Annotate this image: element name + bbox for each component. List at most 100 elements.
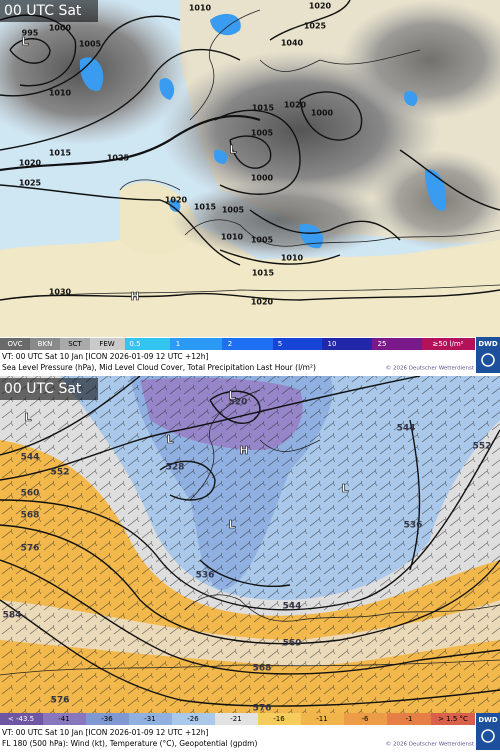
- isobar-label: 1005: [251, 129, 274, 138]
- coastlines-2-shape: [0, 659, 500, 676]
- legend-1-shape: [273, 338, 322, 350]
- height-contours-shape: [0, 376, 421, 481]
- isobar-label: 1010: [49, 89, 72, 98]
- high-marker: H: [239, 444, 248, 457]
- isobars-shape: [399, 149, 500, 211]
- isobar-label: 1000: [311, 109, 334, 118]
- copyright: © 2026 Deutscher Wetterdienst: [386, 365, 475, 372]
- legend-label: 5: [278, 340, 282, 348]
- isobar-label: 1025: [19, 179, 42, 188]
- upper-air-map: 544 552 560 568 576 584 576 528 520 536 …: [0, 376, 500, 714]
- time-label: 00 UTC Sat: [4, 381, 82, 397]
- isobars-shape: [299, 91, 363, 141]
- precipitation-shape: [299, 224, 324, 249]
- contour-label: 568: [21, 511, 40, 521]
- isobar-label: 1000: [49, 24, 72, 33]
- isobar-label: 1000: [251, 174, 274, 183]
- time-label-bg: [0, 0, 98, 22]
- isobars-shape: [0, 289, 500, 301]
- legend-label: 0.5: [129, 340, 140, 348]
- legend-label: 25: [378, 340, 387, 348]
- legend-2-shape: [258, 713, 301, 725]
- contour-label: 520: [229, 398, 248, 408]
- height-contours-shape: [199, 559, 291, 587]
- contour-label: 560: [283, 639, 302, 649]
- contour-label: 568: [253, 664, 272, 674]
- height-contours: [0, 376, 500, 707]
- legend-label: BKN: [38, 340, 53, 348]
- valid-time: VT: 00 UTC Sat 10 Jan [ICON 2026-01-09 1…: [2, 352, 209, 361]
- coastlines: [0, 9, 500, 301]
- legend-label: -41: [58, 715, 69, 723]
- isobars-shape: [219, 249, 341, 265]
- isobar-label: 1010: [221, 233, 244, 242]
- isobars-shape: [0, 48, 241, 151]
- precipitation-shape: [404, 91, 418, 106]
- high-marker: H: [130, 290, 139, 303]
- precipitation-shape: [159, 78, 175, 100]
- isobars-shape: [249, 209, 401, 241]
- low-marker: L: [166, 433, 173, 446]
- legend-label: -6: [362, 715, 370, 723]
- legend-label: -36: [101, 715, 113, 723]
- height-contours-shape: [209, 390, 261, 424]
- low-marker: L: [228, 518, 235, 531]
- height-contours-shape: [159, 460, 216, 501]
- contour-label: 576: [253, 704, 272, 714]
- legend-2-shape: [344, 713, 387, 725]
- isobar-label: 1040: [281, 39, 304, 48]
- legend-2-shape: [215, 713, 258, 725]
- legend-label: -21: [230, 715, 241, 723]
- legend-2-shape: [172, 713, 215, 725]
- legend-label: SCT: [68, 340, 82, 348]
- height-contours-shape: [0, 559, 500, 675]
- valid-time: VT: 00 UTC Sat 10 Jan [ICON 2026-01-09 1…: [2, 728, 209, 737]
- logo-icon: [481, 729, 495, 743]
- map-labels-2: 544 552 560 568 576 584 576 528 520 536 …: [3, 389, 492, 714]
- legend-label: > 1.5 °C: [438, 715, 468, 723]
- logo-bg: [476, 713, 500, 750]
- isobar-label: 1015: [49, 149, 72, 158]
- height-contours-shape: [0, 524, 500, 645]
- isobar-label: 1030: [49, 288, 72, 297]
- legend-2: < -43.5 -41 -36 -31 -26 -21 -16 -11 -6 -…: [0, 713, 475, 725]
- legend-1-shape: [90, 338, 125, 350]
- legend-label: < -43.5: [8, 715, 34, 723]
- coastlines-2: [0, 389, 500, 676]
- contour-label: 552: [473, 442, 492, 452]
- low-marker: L: [341, 482, 348, 495]
- contour-label: 544: [21, 453, 40, 463]
- legend-label: OVC: [7, 340, 22, 348]
- precipitation-shape: [169, 199, 181, 212]
- height-contours-shape: [0, 376, 141, 456]
- legend-1-shape: [170, 338, 222, 350]
- isobar-label: 1025: [304, 22, 327, 31]
- contour-label: 544: [397, 424, 416, 434]
- isobar-label: 1015: [252, 269, 275, 278]
- legend-label: -16: [273, 715, 285, 723]
- legend-1-shape: [125, 338, 170, 350]
- logo: DWD: [478, 340, 498, 348]
- isobar-label: 1020: [251, 298, 274, 307]
- legend-label: -26: [187, 715, 199, 723]
- contour-label: 560: [21, 489, 40, 499]
- isobar-label: 1020: [19, 159, 42, 168]
- time-label-bg: [0, 378, 98, 400]
- contour-label: 576: [21, 544, 40, 554]
- coastlines-shape: [119, 9, 261, 191]
- land-south: [0, 223, 500, 337]
- isobars-shape: [0, 184, 241, 266]
- low-marker: L: [21, 35, 28, 48]
- legend-label: -1: [406, 715, 413, 723]
- precipitation-shape: [210, 13, 241, 36]
- isobar-label: 1015: [194, 203, 217, 212]
- isobars-shape: [0, 115, 261, 172]
- legend-label: -11: [316, 715, 327, 723]
- isobars-shape: [214, 109, 301, 195]
- coastlines-shape: [0, 284, 500, 301]
- height-contours-shape: [0, 429, 500, 611]
- legend-label: 1: [176, 340, 180, 348]
- legend-1-shape: [422, 338, 475, 350]
- low-marker: L: [228, 389, 235, 402]
- contour-label: 536: [196, 571, 215, 581]
